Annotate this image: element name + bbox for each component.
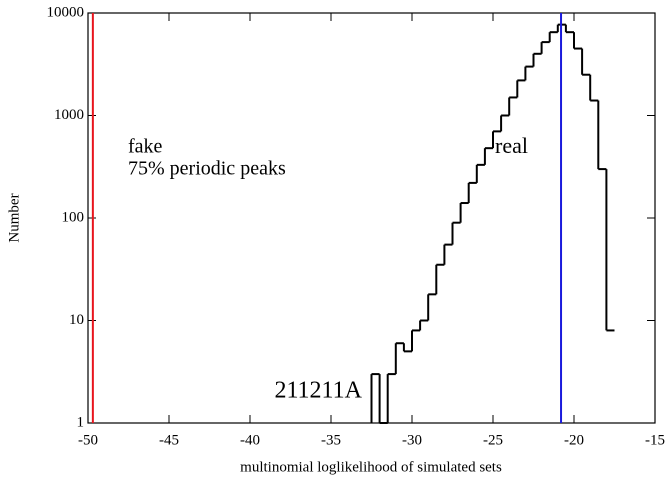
annotation: real xyxy=(495,133,528,158)
y-tick-label: 10 xyxy=(69,312,84,328)
y-tick-label: 1000 xyxy=(54,107,84,123)
annotation: 75% periodic peaks xyxy=(128,158,286,180)
x-tick-label: -20 xyxy=(564,432,584,448)
x-tick-label: -25 xyxy=(483,432,503,448)
x-tick-label: -30 xyxy=(402,432,422,448)
annotation: 211211A xyxy=(274,378,362,404)
y-tick-label: 100 xyxy=(62,209,85,225)
annotation: fake xyxy=(128,136,163,158)
x-tick-label: -15 xyxy=(645,432,665,448)
x-tick-label: -45 xyxy=(159,432,179,448)
y-tick-label: 10000 xyxy=(47,4,85,20)
x-tick-label: -40 xyxy=(240,432,260,448)
x-tick-label: -35 xyxy=(321,432,341,448)
plot-frame xyxy=(87,12,656,424)
x-axis-label: multinomial loglikelihood of simulated s… xyxy=(240,459,502,475)
y-axis-label: Number xyxy=(6,193,22,242)
y-tick-label: 1 xyxy=(77,414,85,430)
x-tick-label: -50 xyxy=(78,432,98,448)
